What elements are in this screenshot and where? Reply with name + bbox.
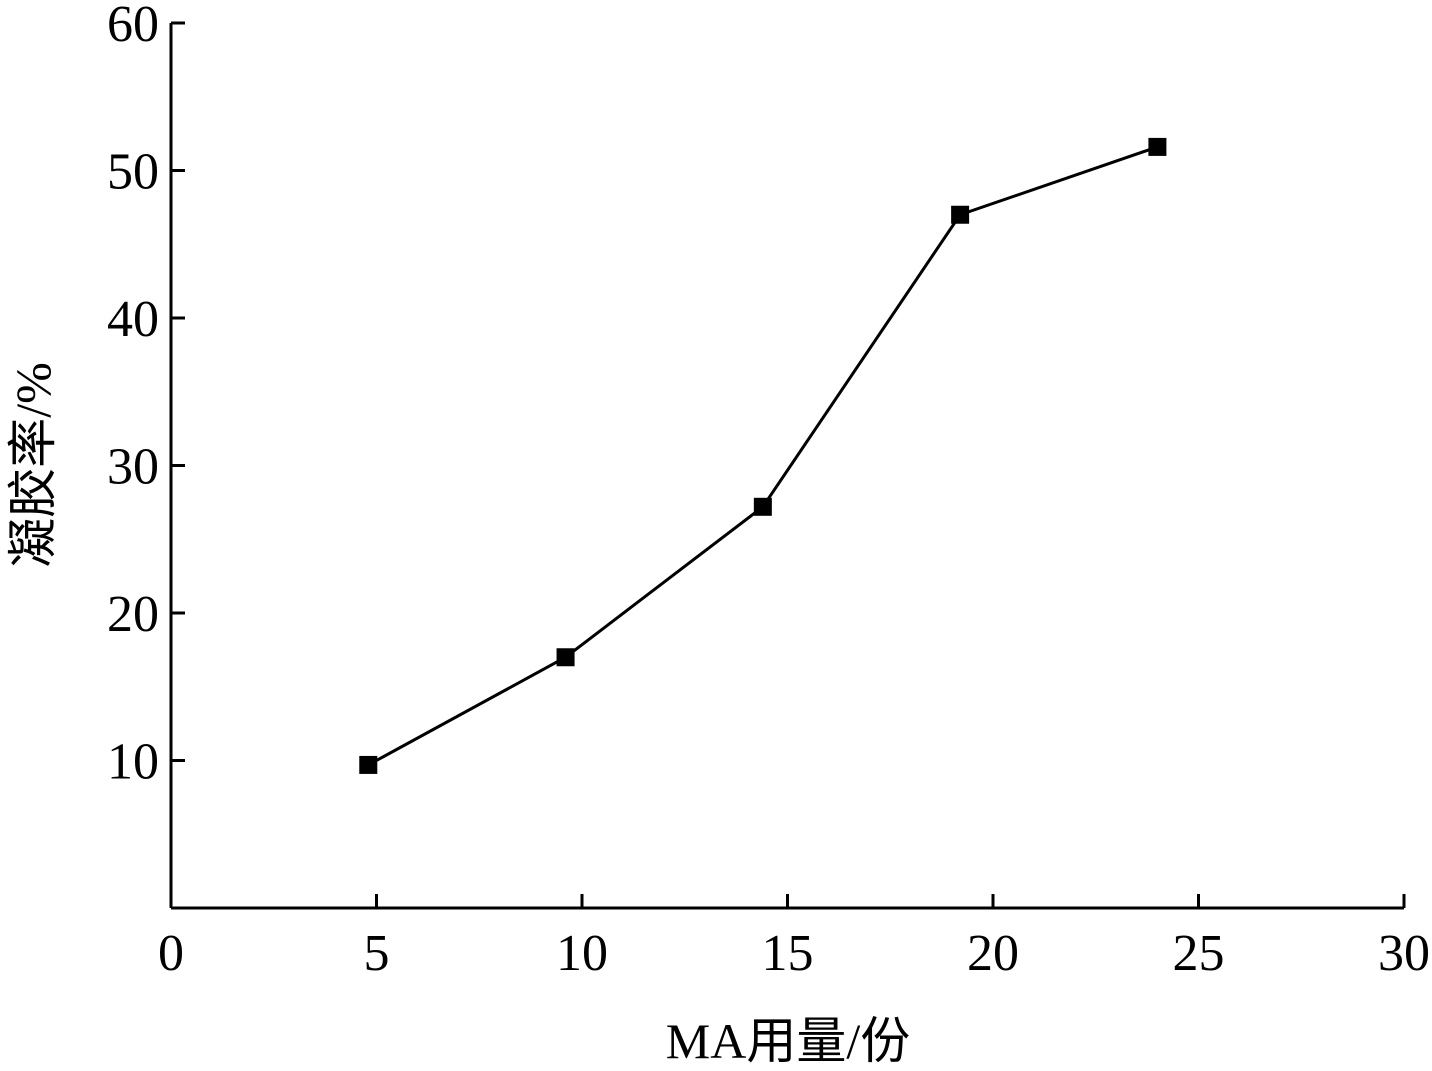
y-tick-label: 30 <box>107 439 159 496</box>
data-point-marker <box>1148 137 1167 156</box>
y-tick-label: 20 <box>107 586 159 643</box>
x-tick-label: 15 <box>762 925 814 982</box>
y-axis-title: 凝胶率/% <box>5 362 61 568</box>
data-point-marker <box>951 205 970 224</box>
y-tick-label: 40 <box>107 291 159 348</box>
series-line <box>367 145 1158 767</box>
series <box>359 137 1167 774</box>
x-tick-label: 0 <box>158 925 184 982</box>
y-tick-label: 10 <box>107 734 159 791</box>
axes <box>169 23 1404 910</box>
data-point-marker <box>359 755 378 774</box>
y-tick-label: 60 <box>107 0 159 53</box>
data-point-marker <box>556 648 575 667</box>
x-tick-label: 25 <box>1173 925 1225 982</box>
x-tick-label: 20 <box>967 925 1019 982</box>
x-tick-label: 10 <box>556 925 608 982</box>
x-tick-label: 30 <box>1378 925 1430 982</box>
x-axis-title: MA用量/份 <box>666 1013 910 1066</box>
x-tick-label: 5 <box>364 925 390 982</box>
ticks: 0 5 10 15 20 25 30 10 20 30 40 50 60 <box>107 0 1430 982</box>
data-point-marker <box>753 497 772 516</box>
y-tick-label: 50 <box>107 144 159 201</box>
